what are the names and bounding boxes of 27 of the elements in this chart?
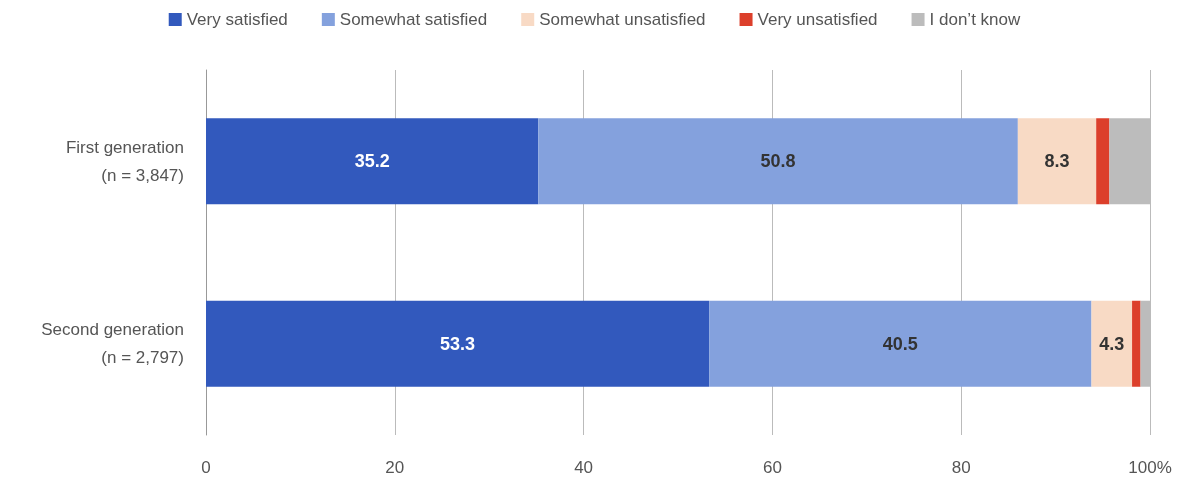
data-label: 8.3 bbox=[1044, 151, 1070, 172]
data-label: 50.8 bbox=[760, 151, 796, 172]
data-label: 4.3 bbox=[1099, 333, 1125, 354]
legend-label: I don’t know bbox=[929, 10, 1021, 29]
x-tick-label: 0 bbox=[201, 458, 211, 477]
bar bbox=[1091, 300, 1133, 387]
y-tick-label: Second generation (n = 2,797) bbox=[41, 320, 184, 368]
bar bbox=[1096, 118, 1110, 205]
data-label: 53.3 bbox=[440, 333, 476, 354]
x-tick-label: 60 bbox=[762, 458, 782, 477]
legend-label: Very satisfied bbox=[186, 10, 288, 29]
data-label: 35.2 bbox=[354, 151, 390, 172]
bar bbox=[1017, 118, 1097, 205]
legend-label: Somewhat unsatisfied bbox=[539, 10, 706, 29]
bar bbox=[206, 118, 539, 205]
bar bbox=[538, 118, 1018, 205]
x-tick-label: 20 bbox=[385, 458, 405, 477]
bar bbox=[709, 300, 1092, 387]
data-label: 40.5 bbox=[882, 333, 918, 354]
legend-label: Somewhat satisfied bbox=[339, 10, 488, 29]
y-tick-label: First generation (n = 3,847) bbox=[65, 137, 184, 185]
x-tick-label: 40 bbox=[574, 458, 594, 477]
bar bbox=[1132, 300, 1141, 387]
x-tick-label: 100% bbox=[1128, 458, 1172, 477]
legend-label: Very unsatisfied bbox=[757, 10, 878, 29]
bar bbox=[206, 300, 710, 387]
x-tick-label: 80 bbox=[951, 458, 971, 477]
